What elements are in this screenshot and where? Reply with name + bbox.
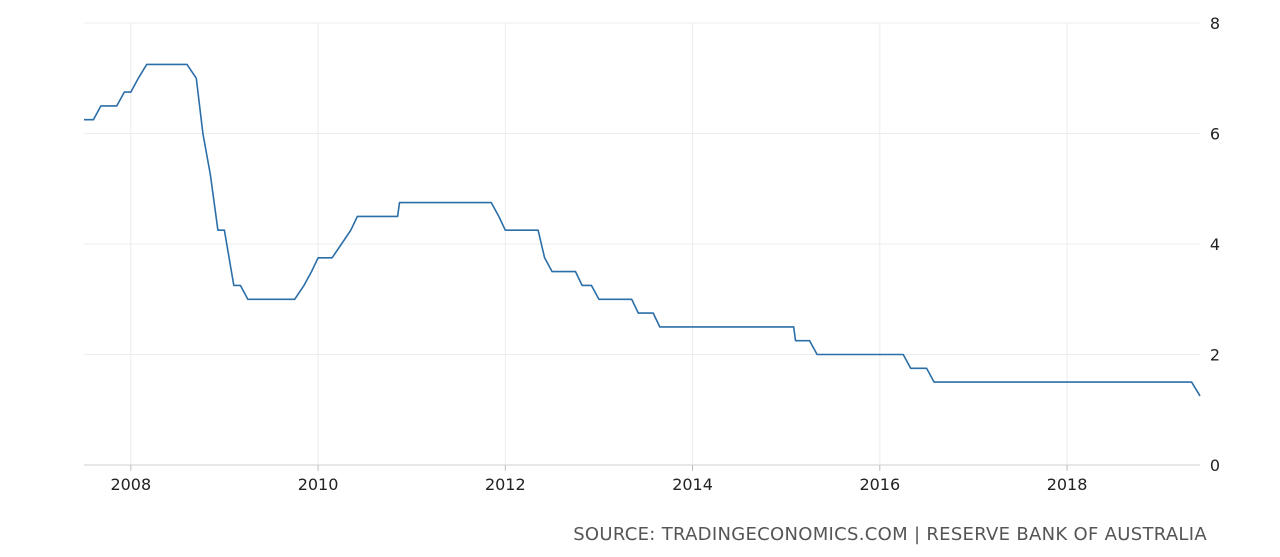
y-tick-label: 6 [1210, 125, 1220, 144]
y-tick-label: 2 [1210, 346, 1220, 365]
x-tick-label: 2016 [859, 475, 900, 494]
x-tick-label: 2018 [1047, 475, 1088, 494]
y-tick-label: 0 [1210, 456, 1220, 475]
series-line [84, 63, 1201, 397]
x-tick-label: 2014 [672, 475, 713, 494]
x-tick-label: 2012 [485, 475, 526, 494]
axes [84, 464, 1200, 471]
y-tick-label: 4 [1210, 235, 1220, 254]
x-tick-label: 2008 [110, 475, 151, 494]
source-label: SOURCE: TRADINGECONOMICS.COM | RESERVE B… [573, 524, 1207, 545]
x-tick-label: 2010 [298, 475, 339, 494]
series [84, 63, 1201, 397]
grid [84, 22, 1200, 465]
y-tick-label: 8 [1210, 14, 1220, 33]
tick-labels: 0 2 4 6 8 2008 2010 2012 2014 2016 2018 [110, 14, 1220, 494]
